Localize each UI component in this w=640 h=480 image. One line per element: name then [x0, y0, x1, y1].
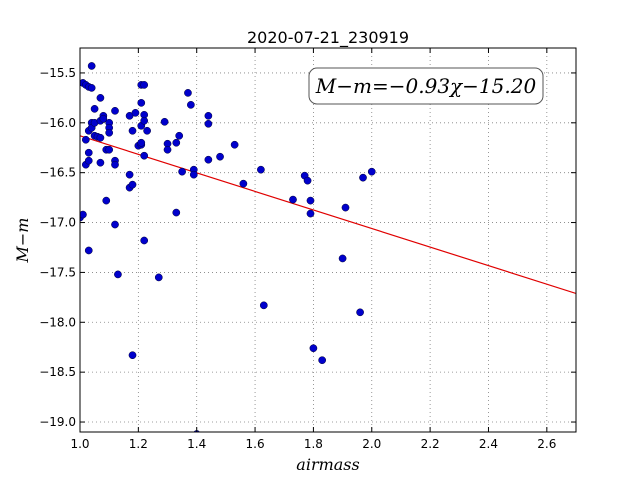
data-point — [105, 128, 114, 137]
data-point — [309, 344, 318, 353]
data-point — [137, 99, 146, 107]
data-point — [175, 131, 184, 140]
plot-frame — [79, 47, 577, 433]
data-point — [111, 106, 119, 115]
data-point — [160, 117, 169, 126]
y-tick-label: −19.0 — [39, 415, 76, 429]
data-point — [111, 160, 119, 169]
data-point — [289, 195, 297, 204]
points-group — [80, 62, 376, 432]
x-tick-label: 1.4 — [187, 437, 206, 451]
ticks: 1.0 1.2 1.4 1.6 1.8 2.0 2.2 2.4 2.6 −15.5 −16.0 −16… — [39, 48, 576, 451]
x-tick-label: 1.8 — [304, 437, 323, 451]
y-tick-label: −15.5 — [39, 66, 76, 80]
y-axis-label: M−m — [13, 218, 32, 264]
data-point — [154, 273, 163, 282]
data-point — [187, 101, 195, 109]
data-point — [257, 165, 265, 174]
data-point — [216, 152, 224, 161]
y-tick-label: −18.5 — [39, 365, 76, 379]
data-point — [189, 170, 198, 179]
data-point — [128, 351, 137, 360]
data-point — [90, 104, 99, 113]
plot-area — [80, 48, 576, 432]
data-point — [306, 196, 315, 205]
x-axis-label: airmass — [296, 455, 359, 474]
data-point — [341, 203, 350, 212]
data-point — [303, 176, 312, 185]
data-point — [140, 151, 149, 160]
data-point — [178, 167, 186, 176]
data-point — [259, 301, 268, 310]
equation-annotation: M−m=−0.93χ−15.20 — [308, 67, 544, 105]
data-point — [102, 196, 111, 205]
data-point — [128, 180, 137, 189]
data-point — [140, 116, 149, 125]
grid — [79, 48, 576, 432]
data-point — [338, 254, 347, 263]
data-point — [184, 89, 192, 97]
data-point — [84, 156, 93, 165]
data-point — [172, 138, 181, 147]
annotation-text: M−m=−0.93χ−15.20 — [315, 74, 537, 98]
data-point — [96, 133, 105, 142]
data-point — [140, 81, 149, 89]
fit-line — [80, 135, 576, 295]
data-point — [172, 208, 181, 217]
x-tick-label: 2.4 — [479, 437, 498, 451]
y-tick-label: −18.0 — [39, 315, 76, 329]
data-point — [81, 135, 90, 144]
data-point — [137, 138, 146, 147]
y-tick-label: −16.5 — [39, 166, 76, 180]
data-point — [140, 236, 149, 245]
data-point — [114, 270, 122, 279]
y-tick-label: −16.0 — [39, 116, 76, 130]
data-point — [143, 126, 151, 135]
data-point — [87, 62, 96, 70]
data-point — [318, 356, 327, 365]
y-tick-label: −17.0 — [39, 216, 76, 230]
x-tick-label: 2.0 — [362, 437, 381, 451]
x-tick-label: 1.0 — [70, 437, 89, 451]
data-point — [96, 158, 105, 167]
data-point — [230, 140, 239, 149]
data-point — [111, 220, 119, 229]
data-point — [359, 173, 367, 182]
data-point — [128, 126, 137, 135]
data-point — [87, 84, 96, 92]
data-point — [84, 148, 93, 157]
x-tick-label: 1.6 — [246, 437, 265, 451]
data-point — [367, 167, 376, 176]
annotation-box — [308, 67, 544, 105]
x-tick-label: 1.2 — [129, 437, 148, 451]
y-tick-label: −17.5 — [39, 265, 76, 279]
data-point — [125, 170, 134, 179]
data-point — [239, 179, 248, 188]
data-point — [204, 111, 213, 120]
fit-line-group — [80, 135, 576, 295]
data-point — [84, 246, 93, 255]
data-point — [99, 114, 108, 123]
data-point — [356, 308, 364, 317]
data-point — [204, 155, 213, 164]
x-tick-label: 2.6 — [537, 437, 556, 451]
chart-title: 2020-07-21_230919 — [247, 28, 409, 48]
data-point — [131, 108, 140, 117]
data-point — [105, 145, 114, 154]
x-tick-label: 2.2 — [421, 437, 440, 451]
data-point — [80, 210, 87, 219]
data-point — [163, 145, 172, 154]
data-point — [204, 119, 213, 128]
data-point — [96, 94, 105, 102]
data-point — [306, 209, 315, 218]
